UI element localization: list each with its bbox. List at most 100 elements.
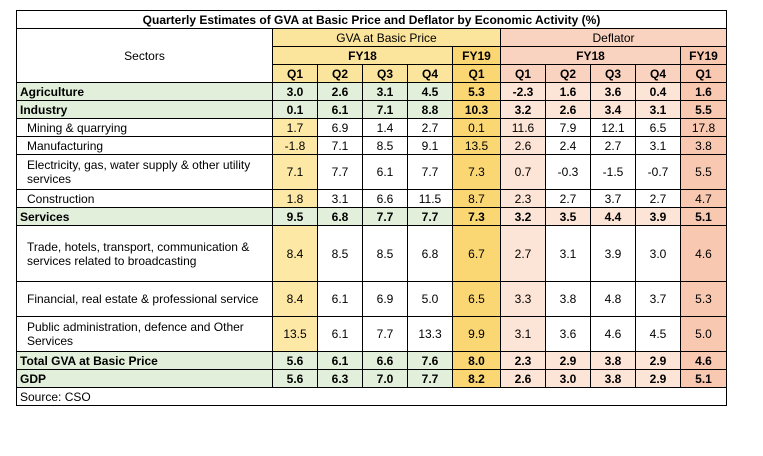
- deflator-value: 0.4: [635, 82, 681, 101]
- gva-deflator-table: Quarterly Estimates of GVA at Basic Pric…: [16, 10, 727, 406]
- gva-value: 7.7: [317, 154, 363, 190]
- gva-value: 6.1: [362, 154, 408, 190]
- gva-value: 6.8: [407, 225, 453, 282]
- deflator-value: -1.5: [590, 154, 636, 190]
- gva-value: 3.1: [317, 189, 363, 208]
- deflator-value: 4.4: [590, 207, 636, 226]
- gva-value: 2.7: [407, 118, 453, 137]
- table-row: Total GVA at Basic Price 5.6 6.1 6.6 7.6…: [16, 351, 727, 370]
- sector-label: Electricity, gas, water supply & other u…: [16, 154, 273, 190]
- gva-value: 7.1: [317, 136, 363, 155]
- deflator-value: 4.6: [680, 351, 727, 370]
- gva-value: 2.6: [317, 82, 363, 101]
- gva-value: 6.9: [362, 281, 408, 317]
- gva-value: 7.6: [407, 351, 453, 370]
- gva-value: 8.8: [407, 100, 453, 119]
- deflator-value: 3.2: [500, 100, 546, 119]
- gva-q4-header: Q4: [407, 64, 453, 83]
- deflator-value: 2.9: [635, 369, 681, 388]
- table-row: Mining & quarrying 1.7 6.9 1.4 2.7 0.1 1…: [16, 118, 727, 137]
- deflator-value: 4.6: [680, 225, 727, 282]
- gva-value: 7.3: [452, 154, 501, 190]
- sector-label: Construction: [16, 189, 273, 208]
- gva-value: 6.6: [362, 351, 408, 370]
- gva-value: 7.7: [407, 207, 453, 226]
- deflator-header: Deflator: [500, 28, 727, 47]
- sector-label: Financial, real estate & professional se…: [16, 281, 273, 317]
- deflator-value: 2.4: [545, 136, 591, 155]
- deflator-value: 6.5: [635, 118, 681, 137]
- source-note: Source: CSO: [16, 387, 727, 406]
- deflator-value: 2.7: [545, 189, 591, 208]
- gva-header: GVA at Basic Price: [272, 28, 501, 47]
- deflator-value: 2.9: [545, 351, 591, 370]
- gva-value: 13.5: [452, 136, 501, 155]
- deflator-value: -0.7: [635, 154, 681, 190]
- gva-value: 0.1: [272, 100, 318, 119]
- deflator-value: 2.7: [590, 136, 636, 155]
- deflator-value: 0.7: [500, 154, 546, 190]
- gva-value: 6.9: [317, 118, 363, 137]
- deflator-value: 2.6: [545, 100, 591, 119]
- deflator-value: 5.5: [680, 100, 727, 119]
- gva-deflator-table-container: Quarterly Estimates of GVA at Basic Pric…: [16, 10, 727, 406]
- gva-value: 6.1: [317, 351, 363, 370]
- gva-value: 7.7: [407, 369, 453, 388]
- table-row: Agriculture 3.0 2.6 3.1 4.5 5.3 -2.3 1.6…: [16, 82, 727, 101]
- deflator-value: 3.8: [590, 369, 636, 388]
- deflator-value: 3.4: [590, 100, 636, 119]
- def-fy18-header: FY18: [500, 46, 681, 65]
- deflator-value: 12.1: [590, 118, 636, 137]
- gva-value: 11.5: [407, 189, 453, 208]
- gva-value: 6.1: [317, 316, 363, 352]
- gva-value: 7.1: [272, 154, 318, 190]
- deflator-value: 3.0: [635, 225, 681, 282]
- deflator-value: 2.7: [635, 189, 681, 208]
- def-q3-header: Q3: [590, 64, 636, 83]
- deflator-value: 2.9: [635, 351, 681, 370]
- sector-label: GDP: [16, 369, 273, 388]
- gva-value: 8.7: [452, 189, 501, 208]
- table-row: Services 9.5 6.8 7.7 7.7 7.3 3.2 3.5 4.4…: [16, 207, 727, 226]
- deflator-value: -0.3: [545, 154, 591, 190]
- table-row: Manufacturing -1.8 7.1 8.5 9.1 13.5 2.6 …: [16, 136, 727, 155]
- gva-value: 8.4: [272, 225, 318, 282]
- gva-value: 3.1: [362, 82, 408, 101]
- gva-value: 6.6: [362, 189, 408, 208]
- table-row: GDP 5.6 6.3 7.0 7.7 8.2 2.6 3.0 3.8 2.9 …: [16, 369, 727, 388]
- table-row: Public administration, defence and Other…: [16, 316, 727, 352]
- deflator-value: 5.3: [680, 281, 727, 317]
- sector-label: Manufacturing: [16, 136, 273, 155]
- deflator-value: 5.0: [680, 316, 727, 352]
- table-row: Financial, real estate & professional se…: [16, 281, 727, 317]
- deflator-value: 3.7: [635, 281, 681, 317]
- deflator-value: 2.6: [500, 369, 546, 388]
- gva-value: 8.5: [317, 225, 363, 282]
- gva-value: 9.9: [452, 316, 501, 352]
- deflator-value: 4.7: [680, 189, 727, 208]
- deflator-value: 7.9: [545, 118, 591, 137]
- gva-value: 6.1: [317, 281, 363, 317]
- gva-value: 7.1: [362, 100, 408, 119]
- deflator-value: 2.6: [500, 136, 546, 155]
- def-fy19-q1-header: Q1: [680, 64, 727, 83]
- table-row: Trade, hotels, transport, communication …: [16, 225, 727, 282]
- sector-label: Total GVA at Basic Price: [16, 351, 273, 370]
- gva-value: 8.5: [362, 225, 408, 282]
- gva-value: 8.4: [272, 281, 318, 317]
- sector-label: Mining & quarrying: [16, 118, 273, 137]
- deflator-value: 11.6: [500, 118, 546, 137]
- def-q4-header: Q4: [635, 64, 681, 83]
- sector-label: Services: [16, 207, 273, 226]
- gva-value: 9.5: [272, 207, 318, 226]
- deflator-value: 3.1: [500, 316, 546, 352]
- gva-value: 13.3: [407, 316, 453, 352]
- gva-q1-header: Q1: [272, 64, 318, 83]
- gva-value: 9.1: [407, 136, 453, 155]
- deflator-value: 4.8: [590, 281, 636, 317]
- deflator-value: 2.7: [500, 225, 546, 282]
- gva-value: 6.8: [317, 207, 363, 226]
- def-q1-header: Q1: [500, 64, 546, 83]
- deflator-value: 4.6: [590, 316, 636, 352]
- deflator-value: 5.1: [680, 207, 727, 226]
